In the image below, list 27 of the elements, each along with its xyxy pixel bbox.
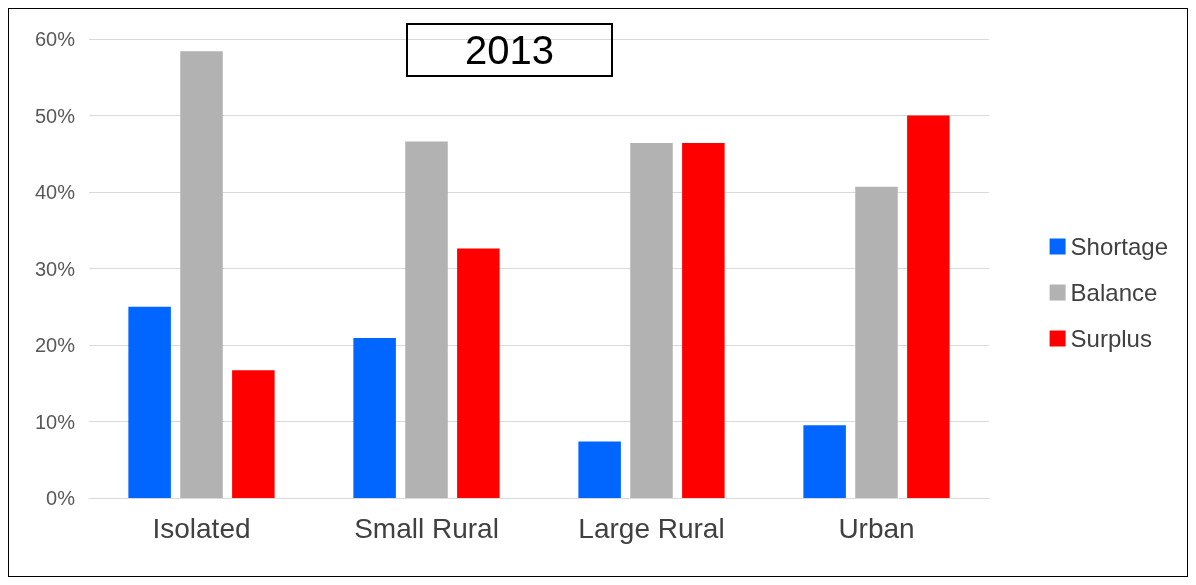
- bar: [457, 248, 500, 498]
- y-tick-label: 30%: [34, 257, 76, 280]
- bar: [682, 143, 725, 498]
- bar: [907, 115, 950, 498]
- x-tick-label: Large Rural: [578, 512, 725, 544]
- legend-label: Shortage: [1070, 233, 1168, 260]
- bar: [578, 441, 621, 498]
- bar: [128, 306, 171, 498]
- bar: [855, 186, 898, 498]
- x-tick-label: Small Rural: [354, 512, 499, 544]
- bar: [405, 141, 448, 498]
- bar: [353, 338, 396, 498]
- y-tick-label: 40%: [34, 181, 76, 203]
- legend-label: Balance: [1070, 279, 1158, 306]
- chart-title: 2013: [465, 28, 554, 72]
- x-tick-label: Urban: [838, 512, 915, 544]
- legend-label: Surplus: [1070, 325, 1152, 352]
- bar: [232, 370, 275, 498]
- bar: [803, 425, 846, 498]
- y-tick-label: 50%: [34, 104, 76, 127]
- bar: [180, 51, 223, 498]
- y-tick-label: 10%: [34, 410, 76, 433]
- x-tick-label: Isolated: [152, 512, 251, 544]
- y-tick-label: 20%: [34, 334, 76, 356]
- y-tick-label: 60%: [34, 28, 76, 50]
- y-tick-label: 0%: [46, 487, 76, 509]
- bar: [630, 143, 673, 498]
